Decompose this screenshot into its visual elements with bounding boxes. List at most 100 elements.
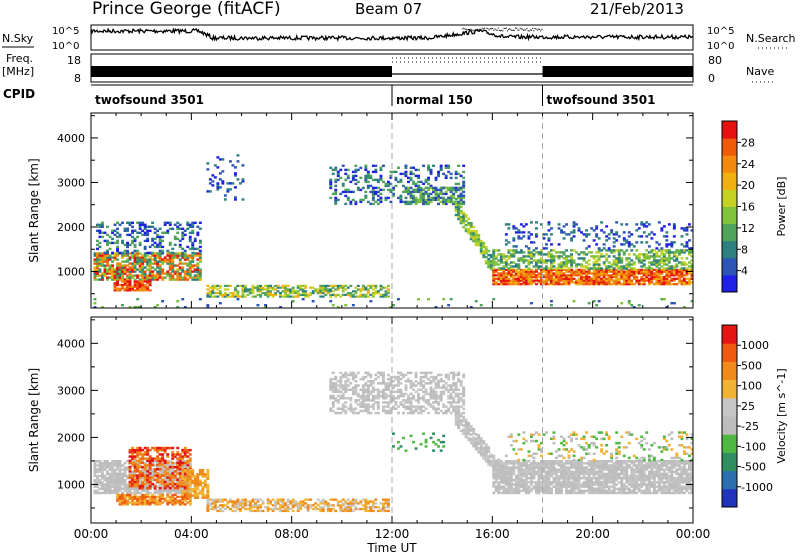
scatter-cell xyxy=(467,227,471,231)
scatter-cell xyxy=(331,371,335,375)
scatter-cell xyxy=(161,453,165,456)
scatter-cell xyxy=(98,229,102,232)
scatter-cell xyxy=(384,411,388,415)
scatter-cell xyxy=(339,384,343,387)
scatter-cell xyxy=(517,275,521,279)
scatter-cell xyxy=(517,270,521,273)
scatter-cell xyxy=(299,504,303,507)
scatter-cell xyxy=(454,190,458,194)
scatter-cell xyxy=(662,275,666,279)
scatter-cell xyxy=(487,265,491,269)
scatter-cell xyxy=(178,262,182,265)
scatter-cell xyxy=(417,298,420,301)
scatter-cell xyxy=(178,468,182,471)
scatter-cell xyxy=(171,274,175,277)
scatter-cell xyxy=(121,464,124,467)
scatter-cell xyxy=(585,270,588,273)
scatter-cell xyxy=(286,506,290,509)
scatter-cell xyxy=(131,484,134,488)
scatter-cell xyxy=(341,498,345,501)
scatter-cell xyxy=(168,266,172,269)
scatter-cell xyxy=(108,247,112,251)
scatter-cell xyxy=(662,281,666,284)
scatter-cell xyxy=(580,281,583,284)
scatter-cell xyxy=(454,209,458,213)
scatter-cell xyxy=(193,278,197,281)
scatter-cell xyxy=(163,464,167,467)
scatter-cell xyxy=(527,253,531,256)
scatter-cell xyxy=(562,253,566,256)
scatter-cell xyxy=(592,281,596,284)
scatter-cell xyxy=(407,200,410,204)
scatter-cell xyxy=(113,270,117,273)
scatter-cell xyxy=(181,460,185,463)
scatter-cell xyxy=(106,249,109,253)
scatter-cell xyxy=(141,453,145,456)
scatter-cell xyxy=(622,253,626,256)
scatter-cell xyxy=(632,275,636,279)
scatter-cell xyxy=(492,251,496,254)
scatter-cell xyxy=(685,267,689,270)
scatter-cell xyxy=(542,237,546,240)
scatter-cell xyxy=(647,255,651,258)
scatter-cell xyxy=(136,221,140,224)
scatter-cell xyxy=(314,290,318,293)
scatter-cell xyxy=(171,268,175,271)
scatter-cell xyxy=(143,503,147,506)
scatter-cell xyxy=(244,284,247,287)
scatter-cell xyxy=(459,186,463,190)
scatter-cell xyxy=(111,466,114,469)
scatter-cell xyxy=(442,196,446,200)
scatter-cell xyxy=(517,267,521,270)
scatter-cell xyxy=(211,498,215,501)
scatter-cell xyxy=(404,164,408,167)
scatter-cell xyxy=(183,448,187,452)
scatter-cell xyxy=(188,481,192,485)
scatter-cell xyxy=(106,264,109,267)
scatter-cell xyxy=(344,411,348,415)
scatter-cell xyxy=(632,274,636,277)
scatter-cell xyxy=(587,272,591,275)
scatter-cell xyxy=(198,268,202,271)
scatter-cell xyxy=(331,504,335,507)
scatter-cell xyxy=(161,262,165,265)
scatter-cell xyxy=(484,251,488,255)
scatter-cell xyxy=(595,272,599,275)
scatter-cell xyxy=(201,494,205,497)
scatter-cell xyxy=(264,304,267,307)
scatter-cell xyxy=(131,472,134,476)
scatter-cell xyxy=(163,474,167,477)
scatter-cell xyxy=(482,253,486,257)
scatter-cell xyxy=(126,289,129,292)
scatter-cell xyxy=(404,401,408,404)
scatter-cell xyxy=(146,260,150,263)
scatter-cell xyxy=(665,274,669,277)
scatter-cell xyxy=(592,239,596,242)
scatter-cell xyxy=(136,484,140,488)
scatter-cell xyxy=(444,190,448,194)
noise-right-tick-bottom: 10^0 xyxy=(707,41,734,52)
scatter-cell xyxy=(454,170,458,174)
scatter-cell xyxy=(627,231,631,234)
scatter-cell xyxy=(660,249,664,252)
scatter-cell xyxy=(630,274,634,277)
scatter-cell xyxy=(356,180,360,184)
scatter-cell xyxy=(123,260,127,263)
scatter-cell xyxy=(176,274,180,277)
scatter-cell xyxy=(592,272,596,275)
scatter-cell xyxy=(213,498,217,501)
scatter-cell xyxy=(382,509,385,513)
scatter-cell xyxy=(96,272,99,275)
scatter-cell xyxy=(329,178,333,182)
scatter-cell xyxy=(625,265,629,268)
scatter-cell xyxy=(359,293,363,296)
scatter-cell xyxy=(201,496,205,499)
scatter-cell xyxy=(429,392,433,396)
scatter-cell xyxy=(577,229,581,232)
scatter-cell xyxy=(96,247,99,251)
scatter-cell xyxy=(472,239,476,243)
scatter-cell xyxy=(600,268,604,271)
scatter-cell xyxy=(339,397,343,400)
scatter-cell xyxy=(148,270,152,273)
scatter-cell xyxy=(266,286,270,289)
